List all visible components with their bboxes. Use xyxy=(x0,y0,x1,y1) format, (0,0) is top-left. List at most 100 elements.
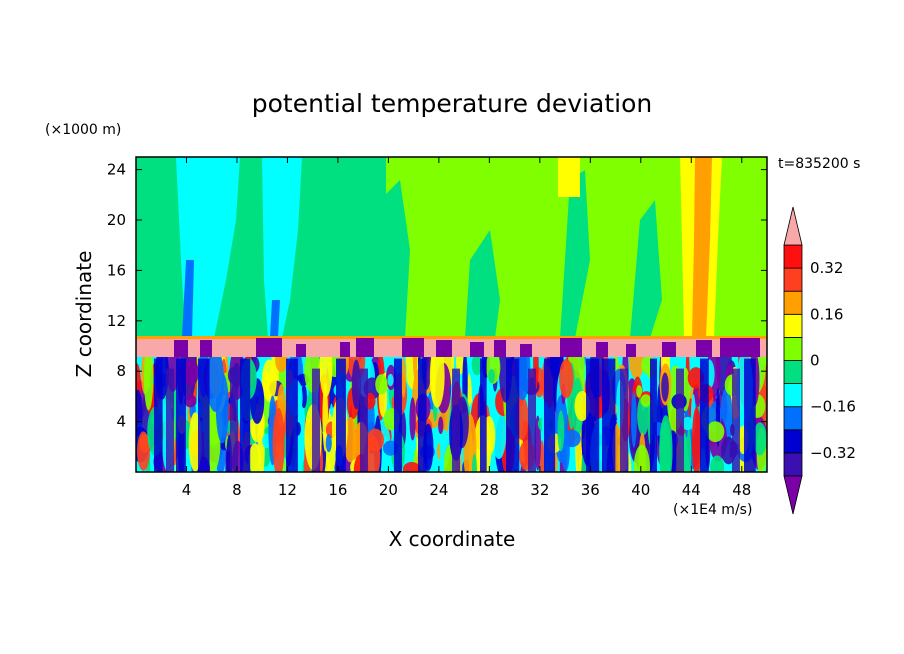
dark-column xyxy=(650,358,658,472)
turbulence-cell xyxy=(559,358,574,399)
turbulence-cell xyxy=(351,359,361,410)
x-unit-label: (×1E4 m/s) xyxy=(673,502,752,518)
turbulence-cell xyxy=(137,431,150,471)
y-axis-label: Z coordinate xyxy=(72,251,96,378)
turbulence-cell xyxy=(429,357,445,408)
colorbar-label: 0 xyxy=(810,352,820,370)
dark-column xyxy=(394,358,402,472)
purple-column xyxy=(528,368,536,472)
y-tick-label: 24 xyxy=(107,161,126,179)
green-plume-2 xyxy=(465,230,500,338)
lower-turbulence xyxy=(136,357,767,472)
y-unit-label: (×1000 m) xyxy=(45,122,121,138)
y-tick-label: 20 xyxy=(107,211,126,229)
colorbar: 0.32 0.16 0 −0.16 −0.32 xyxy=(783,206,856,515)
colorbar-box xyxy=(783,267,803,292)
dark-column xyxy=(176,358,186,472)
turbulence-cell xyxy=(488,369,495,384)
x-axis-ticks: 4 8 12 16 20 24 28 32 36 40 44 48 xyxy=(182,157,751,499)
x-tick-label: 12 xyxy=(278,481,297,499)
purple-column xyxy=(312,368,320,472)
dark-column xyxy=(418,358,427,472)
x-tick-label: 8 xyxy=(232,481,242,499)
y-tick-label: 4 xyxy=(116,413,126,431)
colorbar-box xyxy=(783,313,803,338)
green-plume-1 xyxy=(370,180,410,338)
dark-column xyxy=(286,358,298,472)
turbulence-cell xyxy=(184,394,197,408)
y-tick-label: 12 xyxy=(107,312,126,330)
turbulence-cell xyxy=(659,415,673,472)
yellow-patch-1 xyxy=(558,157,580,197)
green-plume-3 xyxy=(560,170,590,338)
turbulence-cell xyxy=(387,373,394,387)
dark-column xyxy=(544,358,556,472)
x-tick-label: 44 xyxy=(682,481,701,499)
x-tick-label: 48 xyxy=(732,481,751,499)
dark-column xyxy=(480,358,487,472)
turbulence-cell xyxy=(375,374,388,395)
y-axis-ticks: 4 8 12 16 20 24 xyxy=(107,161,767,431)
colorbar-upper-extension xyxy=(783,206,803,246)
dark-column xyxy=(154,358,163,472)
blue-streak-2 xyxy=(270,300,280,338)
stable-band-top-edge xyxy=(136,336,767,339)
colorbar-box xyxy=(783,290,803,315)
dark-column xyxy=(744,358,756,472)
turbulence-cell xyxy=(438,416,444,434)
plot-frame xyxy=(135,156,768,473)
cyan-column-2 xyxy=(262,157,302,338)
x-axis-label: X coordinate xyxy=(389,527,516,551)
colorbar-label: 0.16 xyxy=(810,305,843,323)
colorbar-box xyxy=(783,406,803,431)
turbulence-cell xyxy=(633,444,650,472)
x-tick-label: 40 xyxy=(631,481,650,499)
turbulence-cell xyxy=(319,357,333,397)
turbulence-cell xyxy=(409,397,416,441)
turbulence-cell xyxy=(401,357,406,398)
turbulence-cell xyxy=(322,382,329,452)
x-tick-label: 24 xyxy=(429,481,448,499)
x-tick-label: 16 xyxy=(328,481,347,499)
turbulence-cell xyxy=(471,357,483,376)
purple-column xyxy=(360,368,368,472)
purple-column xyxy=(166,368,174,472)
purple-blobs xyxy=(174,338,760,358)
turbulence-cell xyxy=(402,462,421,472)
y-tick-label: 16 xyxy=(107,261,126,279)
colorbar-label: 0.32 xyxy=(810,259,843,277)
turbulence-cell xyxy=(661,372,669,402)
heatmap-field xyxy=(136,157,767,472)
dark-column xyxy=(198,358,210,472)
dark-column xyxy=(586,358,600,472)
colorbar-box xyxy=(783,452,803,477)
turbulence-cell xyxy=(681,422,692,472)
turbulence-cell xyxy=(261,359,277,402)
turbulence-cell xyxy=(471,453,477,472)
turbulence-cell xyxy=(640,394,652,407)
turbulence-cell xyxy=(681,416,694,431)
colorbar-box xyxy=(783,383,803,408)
purple-column xyxy=(732,368,740,472)
turbulence-cell xyxy=(275,357,288,373)
turbulence-cell xyxy=(557,410,565,452)
dark-column xyxy=(602,358,616,472)
x-tick-label: 20 xyxy=(379,481,398,499)
turbulence-cell xyxy=(325,434,332,453)
turbulence-cell xyxy=(710,455,725,472)
turbulence-cell xyxy=(753,422,767,456)
turbulence-cell xyxy=(206,357,224,412)
turbulence-cell xyxy=(563,429,581,448)
turbulence-cell xyxy=(574,391,590,422)
x-tick-label: 28 xyxy=(480,481,499,499)
turbulence-cell xyxy=(184,358,199,386)
y-tick-label: 8 xyxy=(116,362,126,380)
turbulence-cell xyxy=(631,392,637,448)
dark-column xyxy=(700,358,709,472)
x-tick-label: 32 xyxy=(530,481,549,499)
time-label: t=835200 s xyxy=(778,156,860,172)
purple-column xyxy=(230,368,238,472)
dark-column xyxy=(240,358,251,472)
turbulence-cell xyxy=(534,415,541,471)
dark-column xyxy=(336,358,346,472)
